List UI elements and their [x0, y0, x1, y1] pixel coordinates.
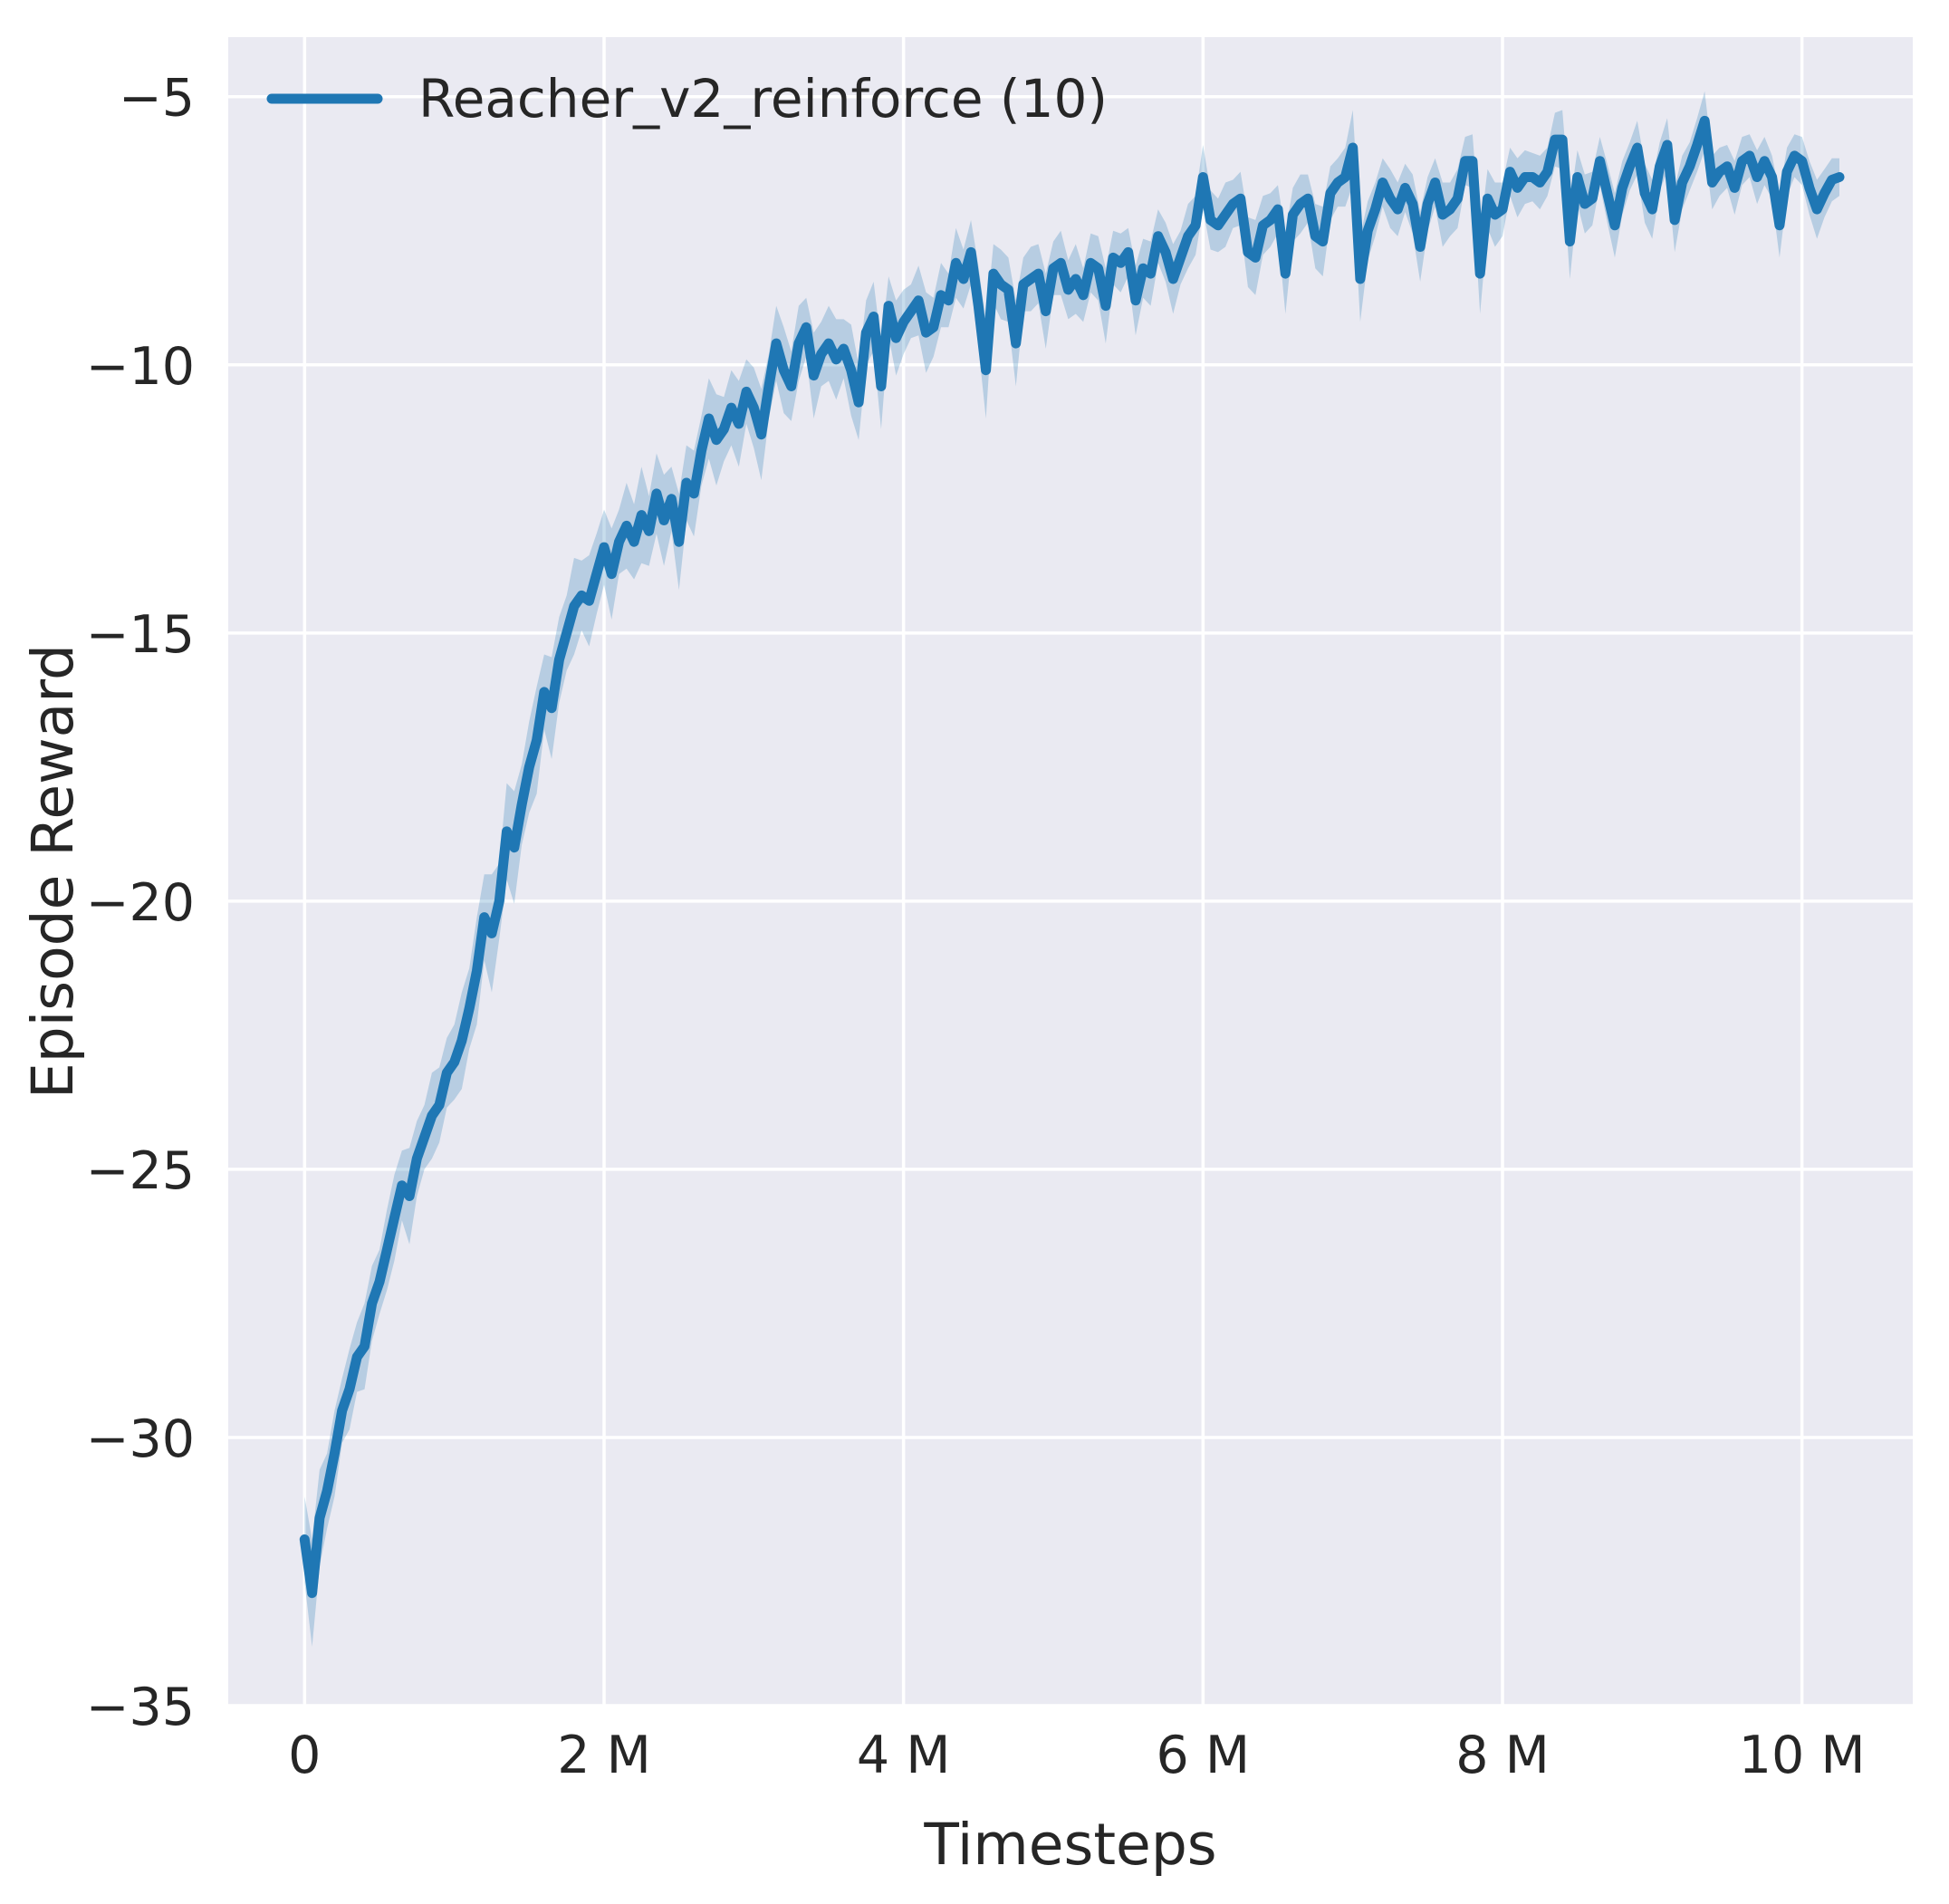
- plot-area: [228, 37, 1913, 1706]
- y-tick-label: −10: [86, 337, 195, 397]
- y-tick-label: −35: [86, 1678, 195, 1737]
- y-tick-label: −5: [119, 69, 195, 129]
- mean-reward-line: [299, 115, 1845, 1599]
- x-tick-label: 2 M: [557, 1726, 651, 1785]
- x-tick-label: 6 M: [1157, 1726, 1251, 1785]
- x-tick-label: 4 M: [857, 1726, 951, 1785]
- x-tick-label: 8 M: [1455, 1726, 1550, 1785]
- legend-entry-label: Reacher_v2_reinforce (10): [418, 68, 1108, 130]
- x-axis-title: Timesteps: [923, 1812, 1216, 1878]
- y-tick-label: −25: [86, 1141, 195, 1201]
- x-tick-label: 0: [288, 1726, 321, 1785]
- y-tick-label: −20: [86, 873, 195, 933]
- y-axis-title: Episode Reward: [20, 644, 86, 1099]
- x-tick-label: 10 M: [1739, 1726, 1866, 1785]
- y-tick-label: −30: [86, 1409, 195, 1469]
- legend: Reacher_v2_reinforce (10): [266, 68, 1108, 130]
- y-tick-label: −15: [86, 605, 195, 665]
